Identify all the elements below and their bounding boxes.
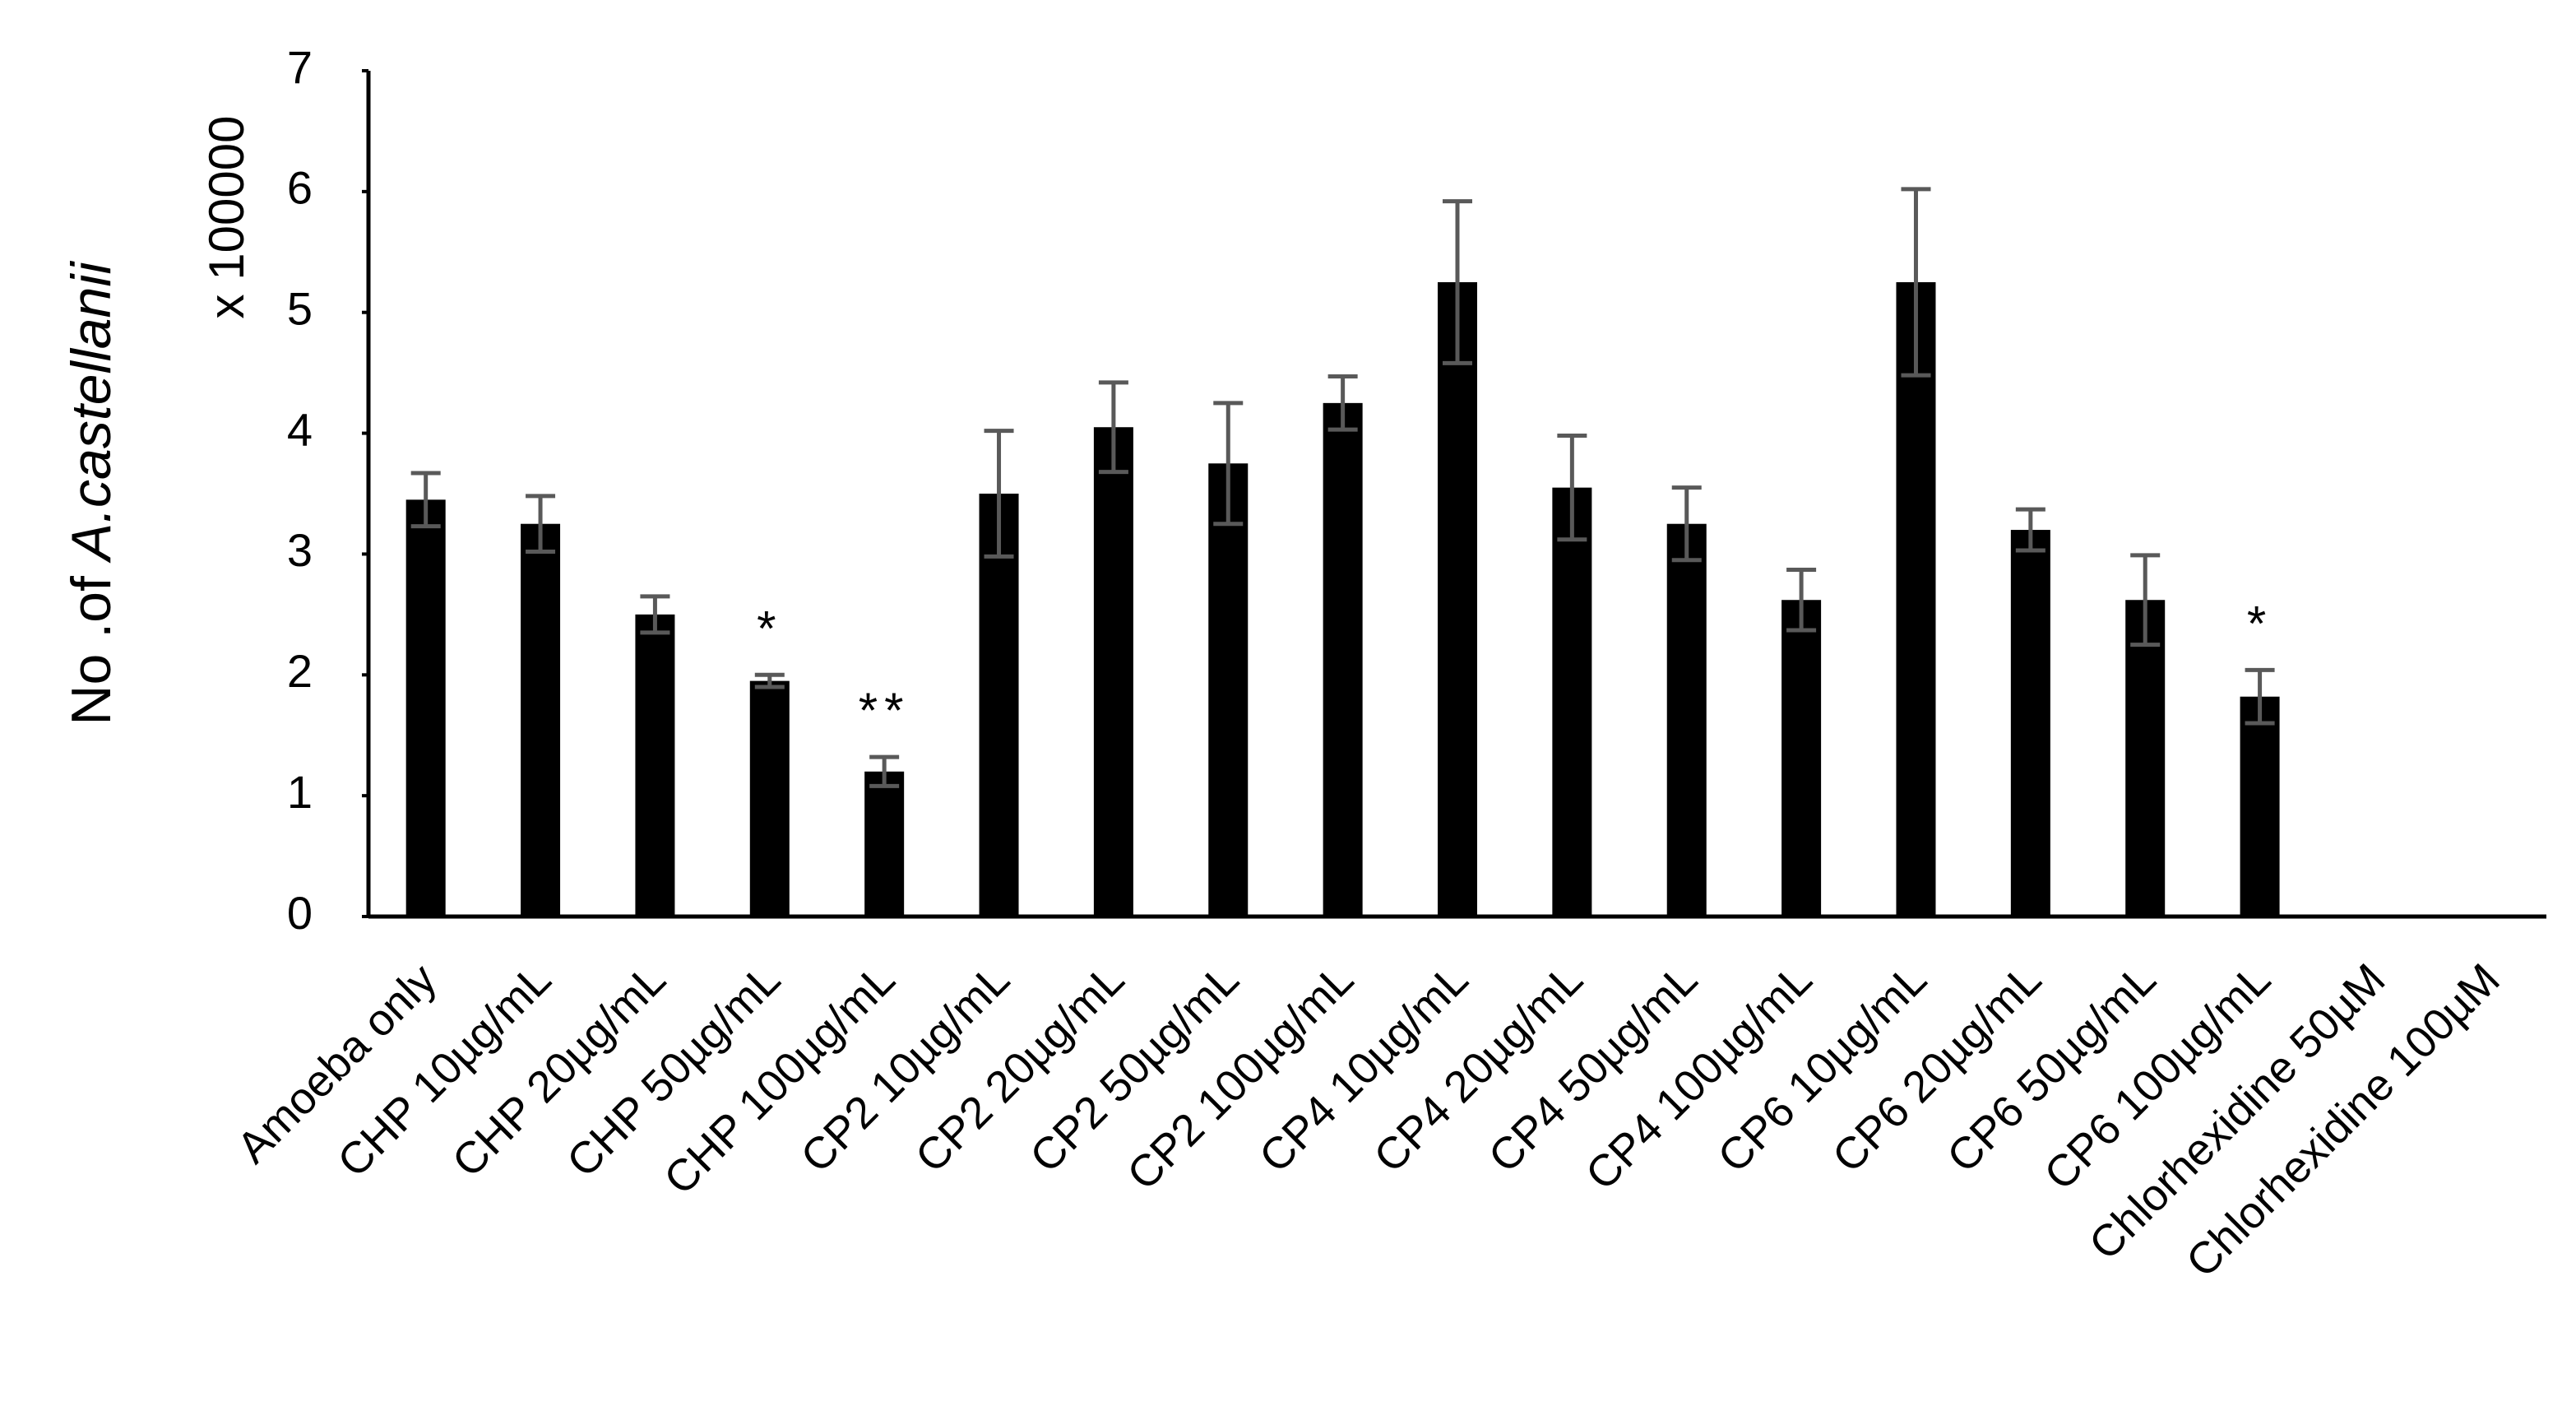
y-tick-label: 0 xyxy=(287,887,313,939)
y-tick-label: 7 xyxy=(287,41,313,93)
bar xyxy=(1323,402,1363,917)
y-axis-label-text: No .of xyxy=(60,560,123,725)
bar xyxy=(2125,600,2166,917)
significance-mark: ** xyxy=(859,683,910,738)
bar xyxy=(635,614,675,917)
y-axis-label-italic: A.castellanii xyxy=(60,261,123,564)
bar xyxy=(2010,530,2050,917)
y-axis-label: No .of A.castellanii xyxy=(60,261,123,726)
x-tick-label: Amoeba only xyxy=(228,954,446,1172)
y-tick-label: 4 xyxy=(287,403,313,455)
significance-mark: * xyxy=(2247,596,2273,651)
y-tick-label: 6 xyxy=(287,162,313,214)
bar xyxy=(521,523,561,917)
bar xyxy=(405,499,446,917)
bar xyxy=(1438,282,1477,917)
y-tick-label: 5 xyxy=(287,283,313,335)
y-unit: x 100000 xyxy=(199,116,254,319)
y-tick-label: 2 xyxy=(287,645,313,697)
y-tick-label: 3 xyxy=(287,524,313,576)
bar xyxy=(979,494,1019,917)
bar xyxy=(1208,463,1249,917)
y-tick-label: 1 xyxy=(287,766,313,818)
bar xyxy=(1093,427,1133,917)
bar xyxy=(749,680,790,917)
bar xyxy=(1781,600,1822,917)
bar xyxy=(864,771,905,917)
bar xyxy=(1896,282,1936,917)
bar xyxy=(1666,523,1707,917)
significance-mark: * xyxy=(757,601,782,656)
bar xyxy=(2240,696,2280,917)
bar xyxy=(1552,487,1592,917)
